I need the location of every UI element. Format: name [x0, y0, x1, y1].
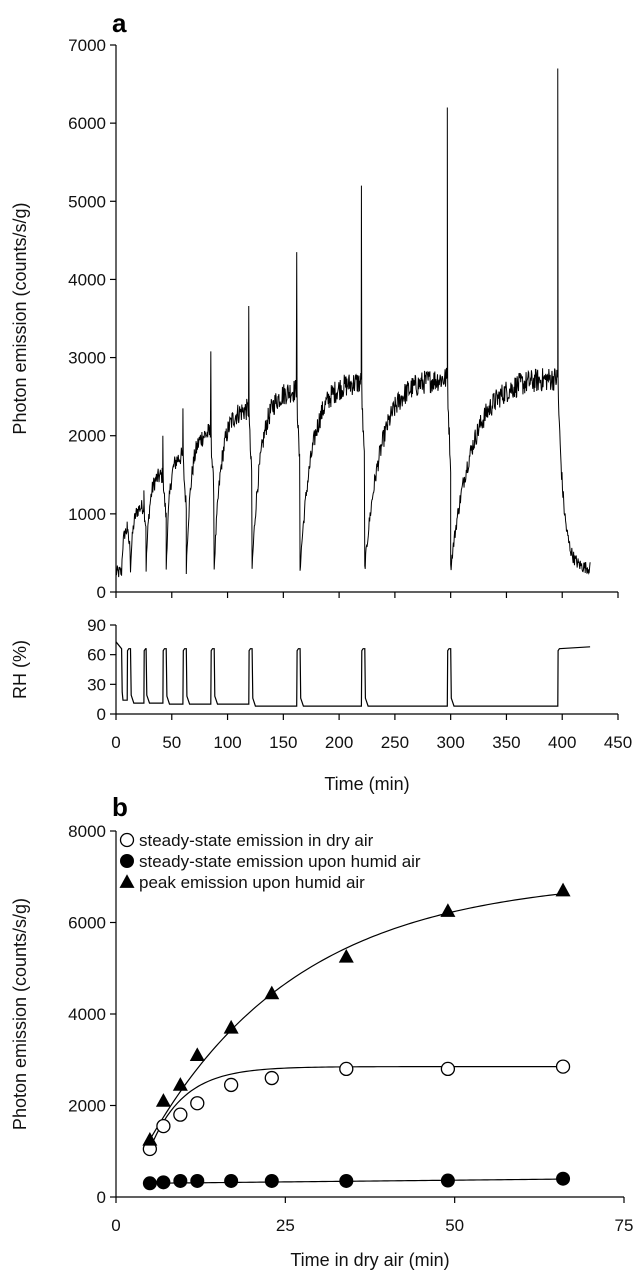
- data-point-series-0: [339, 1061, 354, 1077]
- legend-label-1: steady-state emission upon humid air: [139, 852, 421, 871]
- data-point-series-2: [264, 985, 280, 1000]
- panel-a-y-tick-label: 7000: [68, 36, 106, 55]
- data-point-series-1: [440, 1173, 455, 1188]
- legend-marker-2: [119, 874, 135, 888]
- data-point-series-2: [189, 1047, 205, 1062]
- data-point-series-1: [264, 1173, 279, 1188]
- panel-a-photon-emission-chart: a 0 1000 2000 3000 4000 5000 6000 7000 Photon e…: [10, 8, 619, 602]
- rh-x-tick-label: 250: [381, 733, 409, 752]
- legend-marker-0: [119, 832, 135, 848]
- rh-y-tick-label: 30: [87, 675, 106, 694]
- panel-a-y-axis-label: Photon emission (counts/s/g): [10, 202, 30, 434]
- rh-y-tick-labels: 0 30 60 90: [87, 616, 106, 724]
- rh-x-tick-labels: 0 50 100 150 200 250 300 350 400 450: [111, 733, 632, 752]
- data-point-series-0: [173, 1107, 188, 1122]
- rh-axes: [110, 624, 619, 720]
- rh-y-axis-label: RH (%): [10, 640, 30, 699]
- data-point-series-2: [440, 903, 456, 917]
- rh-x-tick-label: 0: [111, 733, 120, 752]
- fit-curve-series-0: [149, 1066, 564, 1150]
- panel-b-y-tick-labels: 0 2000 4000 6000 8000: [68, 822, 106, 1207]
- rh-x-tick-label: 350: [492, 733, 520, 752]
- panel-b-y-tick-label: 6000: [68, 914, 106, 933]
- panel-a-y-tick-label: 3000: [68, 349, 106, 368]
- data-point-series-1: [224, 1173, 239, 1188]
- panel-a-label: a: [112, 8, 127, 38]
- panel-b-scatter-chart: b 0 2000 4000 6000 8000 0 25 50 75 Photon emiss…: [10, 792, 633, 1270]
- panel-a-y-tick-label: 1000: [68, 505, 106, 524]
- panel-a-y-tick-labels: 0 1000 2000 3000 4000 5000 6000 7000: [68, 36, 106, 602]
- rh-x-tick-label: 100: [213, 733, 241, 752]
- rh-x-axis-label: Time (min): [324, 774, 409, 794]
- rh-y-tick-label: 60: [87, 646, 106, 665]
- data-point-series-0: [555, 1059, 571, 1074]
- data-point-series-2: [223, 1019, 239, 1034]
- panel-a-emission-trace: [115, 68, 591, 578]
- data-point-series-1: [190, 1173, 205, 1188]
- rh-x-tick-label: 400: [548, 733, 576, 752]
- data-point-series-0: [156, 1118, 171, 1134]
- data-point-series-1: [142, 1176, 157, 1191]
- data-point-series-1: [173, 1173, 188, 1188]
- panel-b-y-tick-label: 8000: [68, 822, 106, 841]
- rh-x-tick-label: 300: [436, 733, 464, 752]
- data-point-series-2: [142, 1132, 158, 1146]
- rh-y-tick-label: 90: [87, 616, 106, 635]
- panel-a-y-tick-label: 5000: [68, 192, 106, 211]
- panel-rh-humidity-chart: 0 30 60 90 0 50 100 150 200 250 300 350 400 450 RH (…: [10, 616, 632, 794]
- data-point-series-1: [556, 1171, 571, 1186]
- data-point-series-1: [156, 1175, 171, 1190]
- data-point-series-0: [223, 1077, 239, 1093]
- data-point-series-1: [339, 1173, 354, 1188]
- legend-label-0: steady-state emission in dry air: [139, 831, 374, 850]
- panel-a-y-tick-label: 4000: [68, 270, 106, 289]
- panel-a-axes: [110, 44, 619, 598]
- data-point-series-2: [155, 1093, 171, 1107]
- panel-b-legend: steady-state emission in dry air steady-s…: [119, 831, 421, 892]
- panel-b-x-tick-label: 25: [276, 1216, 295, 1235]
- panel-b-axes: [110, 830, 625, 1203]
- data-point-series-2: [172, 1077, 188, 1091]
- fit-curve-series-2: [149, 893, 564, 1141]
- rh-y-tick-label: 0: [97, 705, 106, 724]
- rh-x-tick-label: 200: [325, 733, 353, 752]
- panel-b-y-tick-label: 0: [97, 1188, 106, 1207]
- panel-a-y-tick-label: 0: [97, 583, 106, 602]
- legend-label-2: peak emission upon humid air: [139, 873, 365, 892]
- panel-b-x-tick-label: 75: [615, 1216, 634, 1235]
- rh-x-tick-label: 150: [269, 733, 297, 752]
- data-point-series-2: [555, 882, 571, 897]
- rh-trace: [115, 641, 591, 707]
- panel-b-x-tick-labels: 0 25 50 75: [111, 1216, 633, 1235]
- panel-b-label: b: [112, 792, 128, 822]
- legend-marker-1: [120, 854, 134, 868]
- panel-b-x-tick-label: 50: [445, 1216, 464, 1235]
- panel-b-x-axis-label: Time in dry air (min): [290, 1250, 449, 1270]
- fit-curve-series-1: [149, 1178, 564, 1184]
- rh-x-tick-label: 450: [604, 733, 632, 752]
- rh-x-tick-label: 50: [162, 733, 181, 752]
- panel-b-fit-curves: [149, 893, 564, 1184]
- panel-a-y-tick-label: 2000: [68, 427, 106, 446]
- data-point-series-0: [264, 1070, 279, 1086]
- panel-b-y-tick-label: 4000: [68, 1005, 106, 1024]
- data-point-series-2: [338, 949, 354, 963]
- panel-b-data-points: [142, 882, 571, 1191]
- data-point-series-0: [440, 1061, 456, 1077]
- panel-a-y-tick-label: 6000: [68, 114, 106, 133]
- panel-b-y-tick-label: 2000: [68, 1097, 106, 1116]
- panel-b-y-axis-label: Photon emission (counts/s/g): [10, 898, 30, 1130]
- data-point-series-0: [190, 1096, 205, 1111]
- panel-b-x-tick-label: 0: [111, 1216, 120, 1235]
